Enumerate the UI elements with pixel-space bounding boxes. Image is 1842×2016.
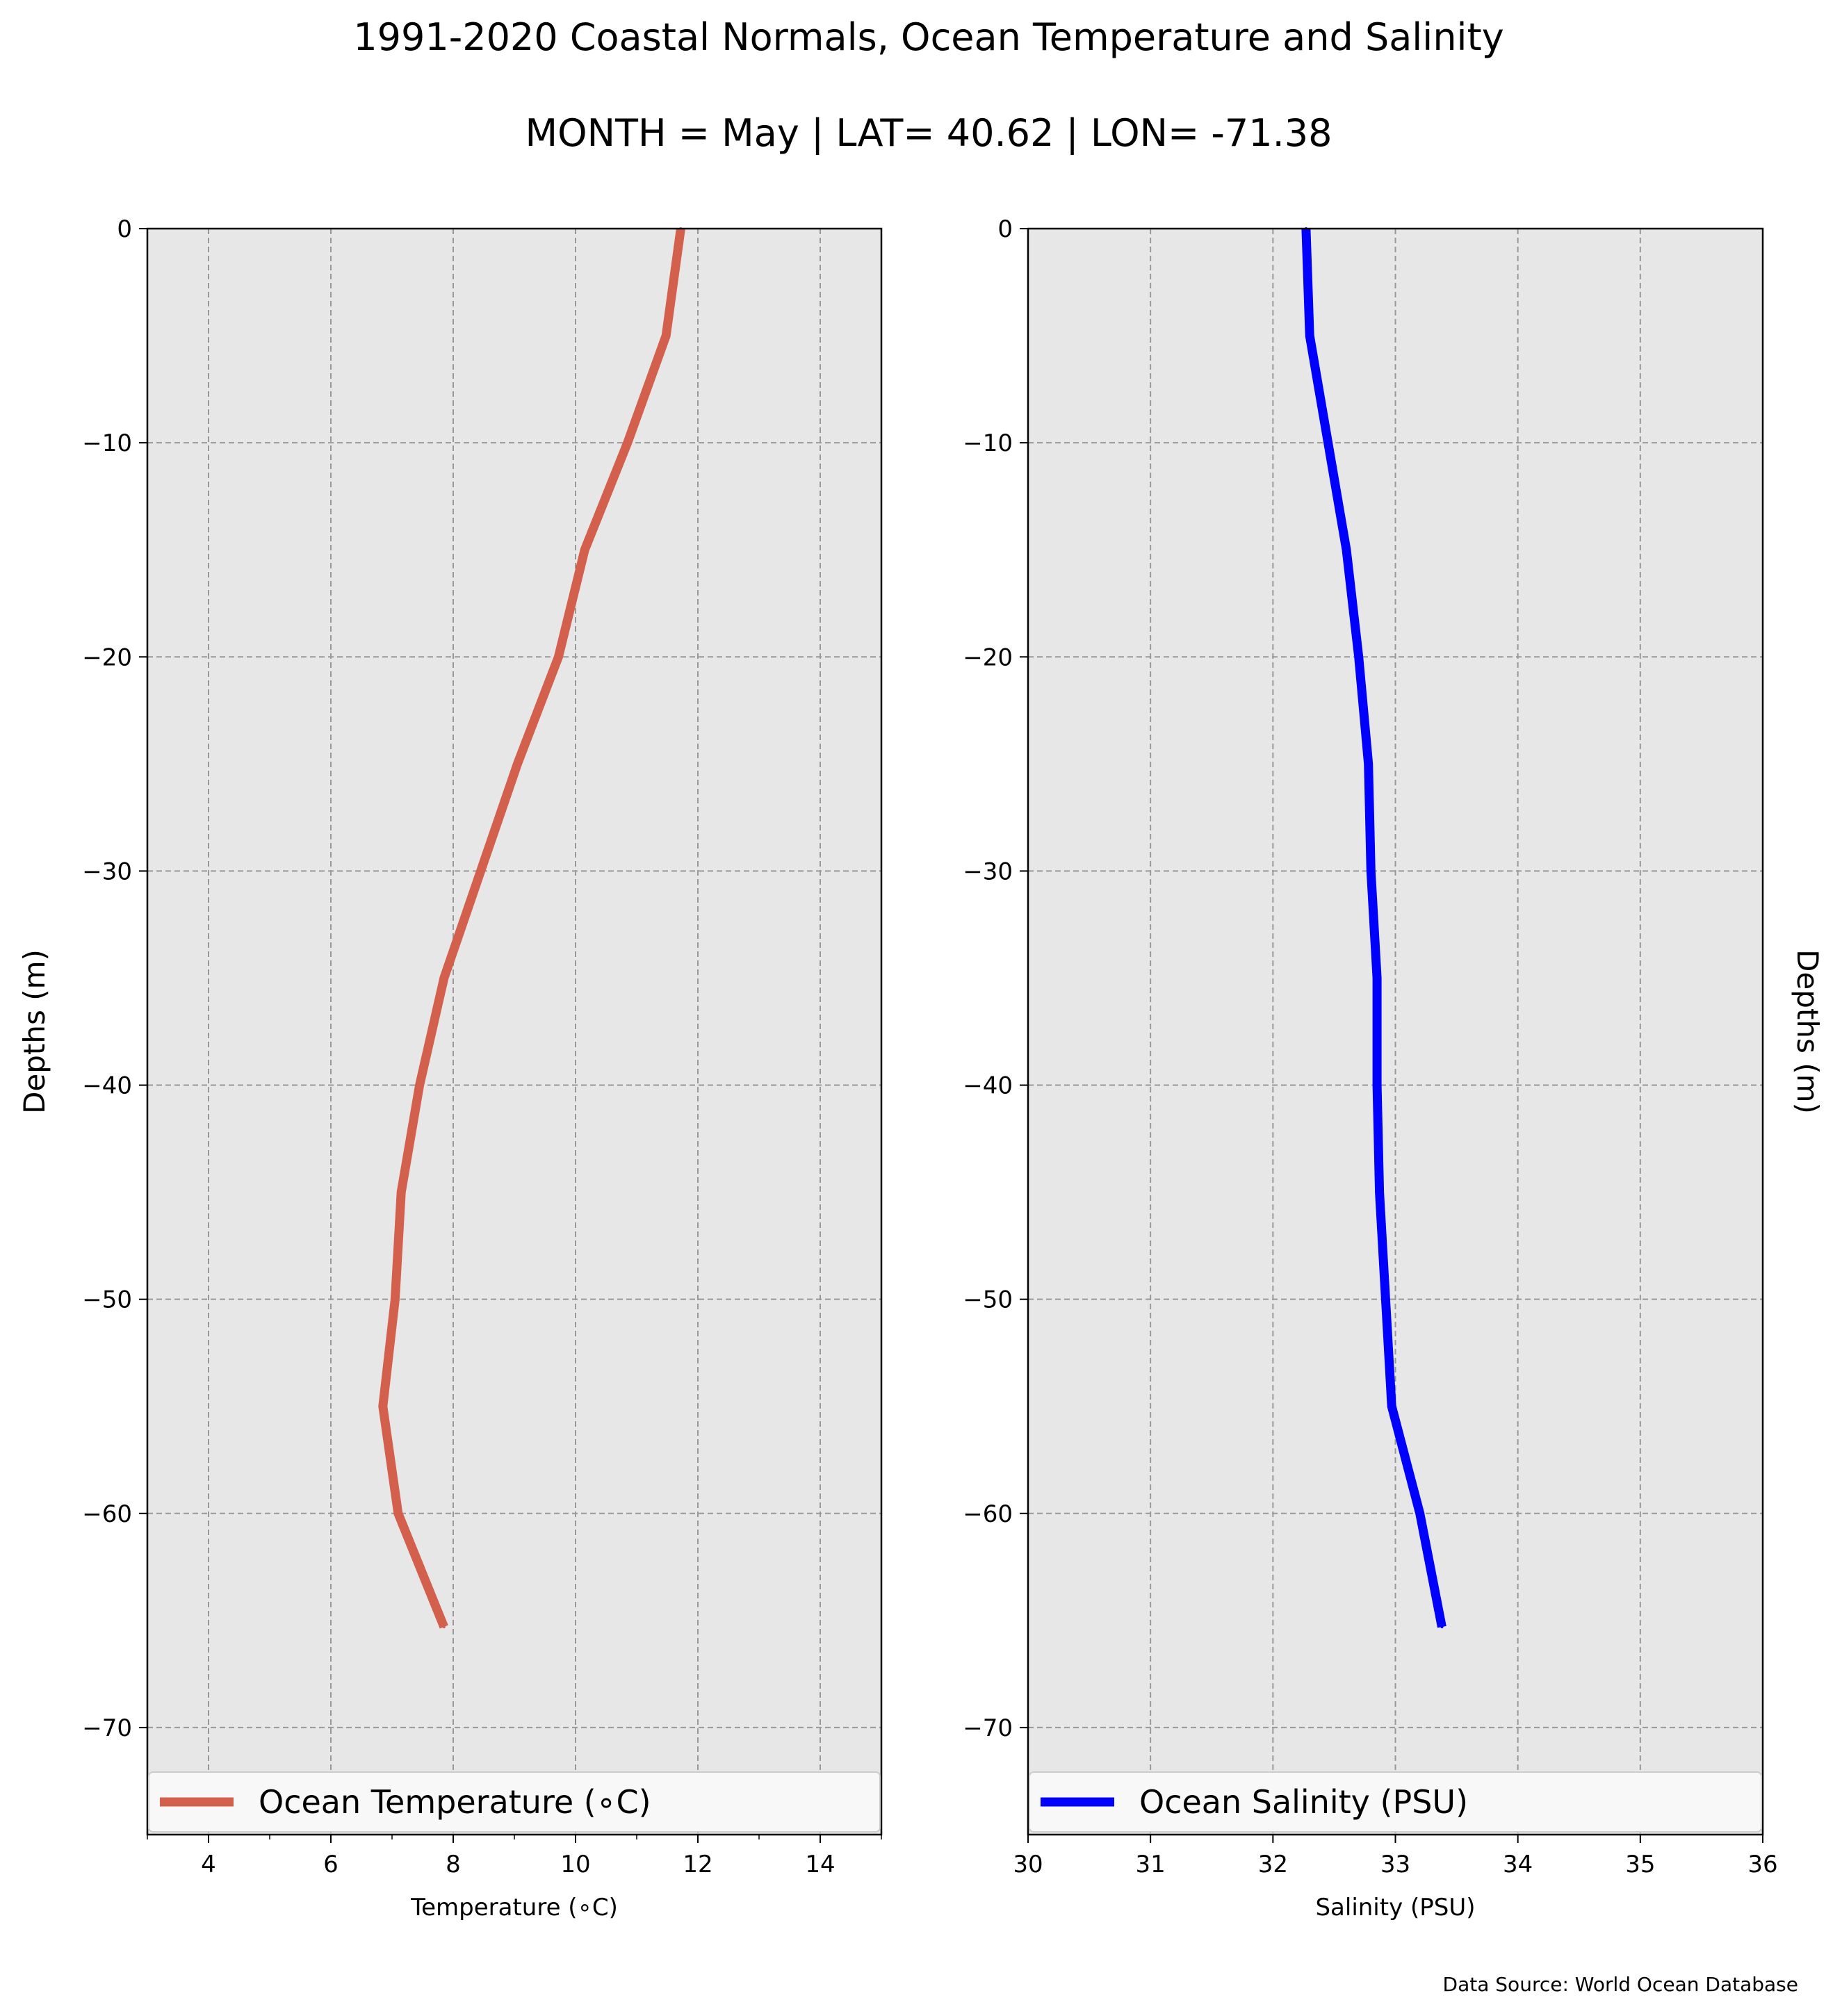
data-point <box>583 548 587 552</box>
y-tick-label: −60 <box>963 1500 1013 1528</box>
legend-label: Ocean Temperature (∘C) <box>259 1783 651 1821</box>
legend: Ocean Temperature (∘C) <box>148 1771 881 1833</box>
y-tick-label: −20 <box>963 644 1013 671</box>
data-point <box>479 869 482 873</box>
y-tick-label: −50 <box>82 1286 132 1314</box>
x-tick-label: 6 <box>323 1851 339 1878</box>
y-tick-label: 0 <box>997 215 1013 243</box>
plot-area <box>147 229 881 1835</box>
chart-title: 1991-2020 Coastal Normals, Ocean Tempera… <box>353 15 1503 59</box>
data-point <box>396 1511 400 1515</box>
y-tick-label: −50 <box>963 1286 1013 1314</box>
data-point <box>442 976 446 980</box>
legend: Ocean Salinity (PSU) <box>1029 1771 1762 1833</box>
x-axis-label: Temperature (∘C) <box>410 1894 618 1921</box>
y-tick-label: −10 <box>963 429 1013 457</box>
x-tick-label: 36 <box>1747 1851 1777 1878</box>
y-tick-label: −40 <box>82 1072 132 1100</box>
data-point <box>1440 1625 1444 1629</box>
data-point <box>400 1190 403 1194</box>
x-tick-label: 31 <box>1136 1851 1166 1878</box>
data-point <box>1378 1190 1381 1194</box>
series-line <box>1301 228 1446 1628</box>
data-point <box>1418 1511 1421 1515</box>
y-tick-label: 0 <box>117 215 132 243</box>
series-line <box>378 228 685 1629</box>
chart-subtitle: MONTH = May | LAT= 40.62 | LON= -71.38 <box>525 111 1332 155</box>
x-tick-label: 4 <box>201 1851 216 1878</box>
x-tick-label: 33 <box>1380 1851 1410 1878</box>
y-tick-label: −70 <box>82 1714 132 1742</box>
x-tick-label: 10 <box>560 1851 590 1878</box>
data-point <box>516 762 519 766</box>
data-point <box>442 1625 446 1629</box>
y-tick-label: −20 <box>82 644 132 671</box>
y-tick-label: −60 <box>82 1500 132 1528</box>
data-point <box>1384 1297 1387 1301</box>
x-tick-label: 12 <box>683 1851 712 1878</box>
data-point <box>626 441 629 445</box>
data-point <box>1376 1083 1379 1087</box>
data-point <box>418 1083 421 1087</box>
legend-box <box>148 1771 881 1833</box>
data-point <box>381 1404 384 1408</box>
x-axis-label: Salinity (PSU) <box>1315 1894 1475 1921</box>
legend-label: Ocean Salinity (PSU) <box>1139 1783 1468 1821</box>
data-point <box>1367 762 1370 766</box>
x-tick-label: 35 <box>1625 1851 1655 1878</box>
x-tick-label: 34 <box>1503 1851 1533 1878</box>
y-tick-label: −40 <box>963 1072 1013 1100</box>
x-tick-label: 8 <box>446 1851 461 1878</box>
data-point <box>1308 334 1312 338</box>
data-point <box>393 1297 397 1301</box>
y-axis-label: Depths (m) <box>17 949 51 1114</box>
data-point <box>1376 976 1379 980</box>
data-point <box>1326 441 1330 445</box>
x-tick-label: 30 <box>1013 1851 1043 1878</box>
temperature-panel: 4 6 8 10 12 14 0 −10 −20 −30 −40 −50 −60 −70 Temperatu… <box>17 215 883 1921</box>
x-tick-label: 32 <box>1258 1851 1288 1878</box>
data-point <box>1390 1404 1394 1408</box>
y-tick-label: −30 <box>82 858 132 885</box>
y-tick-label: −70 <box>963 1714 1013 1742</box>
x-tick-label: 14 <box>805 1851 835 1878</box>
data-point <box>1369 869 1373 873</box>
y-axis-label: Depths (m) <box>1791 949 1825 1114</box>
y-tick-label: −10 <box>82 429 132 457</box>
data-point <box>1357 655 1360 659</box>
salinity-panel: 30 31 32 33 34 35 36 0 −10 −20 −30 −40 −50 −60 −70 Sali… <box>963 215 1825 1921</box>
legend-box <box>1029 1771 1762 1833</box>
y-tick-label: −30 <box>963 858 1013 885</box>
data-point <box>665 334 668 338</box>
data-point <box>557 655 560 659</box>
data-point <box>1345 548 1348 552</box>
data-source-note: Data Source: World Ocean Database <box>1443 1973 1798 1996</box>
